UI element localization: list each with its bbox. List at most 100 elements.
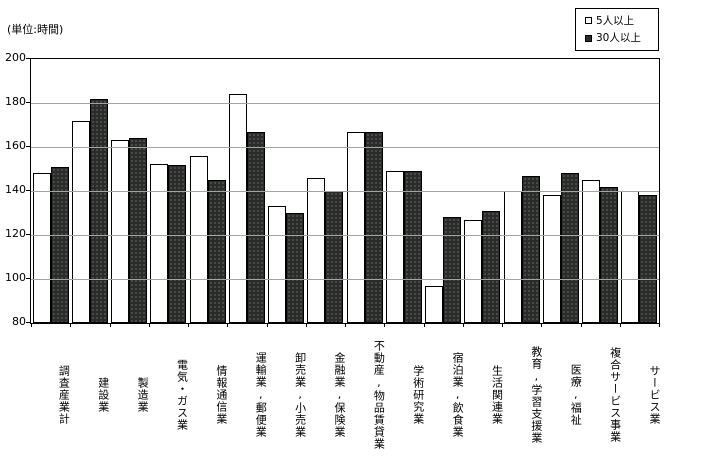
- bar-30plus-10: [443, 217, 462, 323]
- x-axis-category-label-0: 調査産業計: [57, 364, 71, 425]
- y-axis-tick-label-180: 180: [5, 95, 26, 108]
- bar-30plus-1: [89, 98, 108, 323]
- bar-30plus-7: [325, 191, 344, 323]
- x-axis-category-label-15: サービス業: [648, 364, 661, 425]
- x-axis-category-label-7: 金融業,保険業: [333, 351, 346, 438]
- bar-group-9: [384, 59, 423, 323]
- x-axis-tick-4: [188, 323, 189, 327]
- x-axis-category-label-11: 生活関連業: [490, 364, 504, 425]
- bar-30plus-12: [521, 175, 540, 323]
- y-axis-tick-label-200: 200: [5, 51, 26, 64]
- x-axis-category-label-14: 複合サービス事業: [608, 346, 622, 443]
- gridline-180: [31, 103, 659, 104]
- gridline-120: [31, 235, 659, 236]
- x-axis-category-label-12: 教育,学習支援業: [529, 345, 543, 444]
- gridline-140: [31, 191, 659, 192]
- bar-5plus-1: [71, 120, 90, 323]
- y-axis-tick-label-140: 140: [5, 183, 26, 196]
- x-axis-labels: 調査産業計 建設業 製造業 電気・ガス業 情報通信業 運輸業,郵便業 卸売業,小売業 金融業,…: [30, 328, 661, 461]
- bar-5plus-10: [425, 285, 444, 323]
- y-axis-tick-80: [26, 322, 30, 323]
- bar-group-12: [502, 59, 541, 323]
- x-axis-category-label-8: 不動産,物品賃貸業: [372, 339, 386, 450]
- bar-5plus-6: [268, 206, 287, 323]
- bar-group-15: [620, 59, 659, 323]
- bar-30plus-15: [639, 195, 658, 323]
- x-axis-category-label-10: 宿泊業,飲食業: [451, 351, 465, 438]
- bar-5plus-8: [346, 131, 365, 323]
- bar-30plus-3: [168, 164, 187, 323]
- bar-group-14: [581, 59, 620, 323]
- x-axis-category-label-13: 医療,福祉: [569, 363, 583, 426]
- legend-label-5plus: 5人以上: [596, 14, 635, 27]
- x-axis-tick-8: [345, 323, 346, 327]
- y-axis-tick-label-120: 120: [5, 227, 26, 240]
- bar-group-11: [463, 59, 502, 323]
- bar-30plus-2: [129, 138, 148, 323]
- plot-area: [30, 58, 660, 327]
- legend-item-30plus: 30人以上: [585, 33, 658, 44]
- y-axis-tick-100: [26, 278, 30, 279]
- bar-5plus-13: [542, 195, 561, 323]
- x-axis-category-label-2: 製造業: [136, 376, 150, 413]
- legend-label-30plus: 30人以上: [596, 31, 641, 44]
- bar-5plus-14: [582, 180, 601, 323]
- bar-group-3: [149, 59, 188, 323]
- bar-groups: [31, 59, 659, 323]
- y-axis-tick-180: [26, 102, 30, 103]
- x-axis-tick-14: [580, 323, 582, 327]
- bar-30plus-14: [600, 186, 619, 323]
- x-axis-tick-15: [619, 323, 621, 327]
- bar-5plus-0: [32, 173, 51, 323]
- bar-5plus-9: [385, 171, 404, 323]
- x-axis-category-label-3: 電気・ガス業: [175, 358, 189, 431]
- bar-30plus-0: [50, 166, 69, 323]
- gridline-160: [31, 147, 659, 148]
- x-axis-tick-0: [31, 323, 32, 327]
- y-axis-tick-label-80: 80: [12, 315, 26, 328]
- bar-5plus-5: [228, 94, 247, 323]
- x-axis-tick-11: [462, 323, 464, 327]
- x-axis-category-label-4: 情報通信業: [214, 364, 228, 425]
- bar-group-13: [541, 59, 580, 323]
- bar-5plus-4: [189, 155, 208, 323]
- legend-marker-30plus-icon: [585, 34, 592, 42]
- x-axis-category-label-6: 卸売業,小売業: [293, 351, 307, 438]
- y-axis-tick-120: [26, 234, 30, 235]
- x-axis-tick-1: [70, 323, 72, 327]
- gridline-100: [31, 279, 659, 280]
- bar-group-1: [70, 59, 109, 323]
- legend-marker-5plus-icon: [585, 17, 592, 25]
- bar-30plus-8: [364, 131, 383, 323]
- y-axis-tick-140: [26, 190, 30, 191]
- bar-30plus-4: [207, 180, 226, 323]
- x-axis-tick-10: [423, 323, 425, 327]
- bar-30plus-6: [286, 213, 305, 323]
- bar-group-10: [424, 59, 463, 323]
- bar-30plus-9: [403, 171, 422, 323]
- x-axis-tick-12: [502, 323, 503, 327]
- unit-label: (単位:時間): [7, 23, 64, 36]
- legend: 5人以上 30人以上: [575, 8, 659, 51]
- bar-5plus-7: [307, 177, 326, 323]
- x-axis-category-label-5: 運輸業,郵便業: [254, 351, 268, 438]
- y-axis-tick-label-100: 100: [5, 271, 26, 284]
- bar-group-4: [188, 59, 227, 323]
- bar-30plus-13: [560, 173, 579, 323]
- x-axis-category-label-1: 建設業: [96, 376, 110, 413]
- x-axis-tick-end: [659, 323, 660, 327]
- bar-5plus-15: [621, 191, 640, 323]
- x-axis-category-label-9: 学術研究業: [411, 364, 425, 425]
- x-axis-tick-3: [148, 323, 150, 327]
- bar-5plus-11: [464, 219, 483, 323]
- x-axis-tick-5: [227, 323, 229, 327]
- y-axis-tick-160: [26, 146, 30, 147]
- bar-5plus-12: [503, 191, 522, 323]
- bar-group-5: [227, 59, 266, 323]
- y-axis-tick-label-160: 160: [5, 139, 26, 152]
- x-axis-tick-9: [384, 323, 386, 327]
- bar-30plus-11: [482, 210, 501, 323]
- x-axis-tick-6: [266, 323, 268, 327]
- bar-group-8: [345, 59, 384, 323]
